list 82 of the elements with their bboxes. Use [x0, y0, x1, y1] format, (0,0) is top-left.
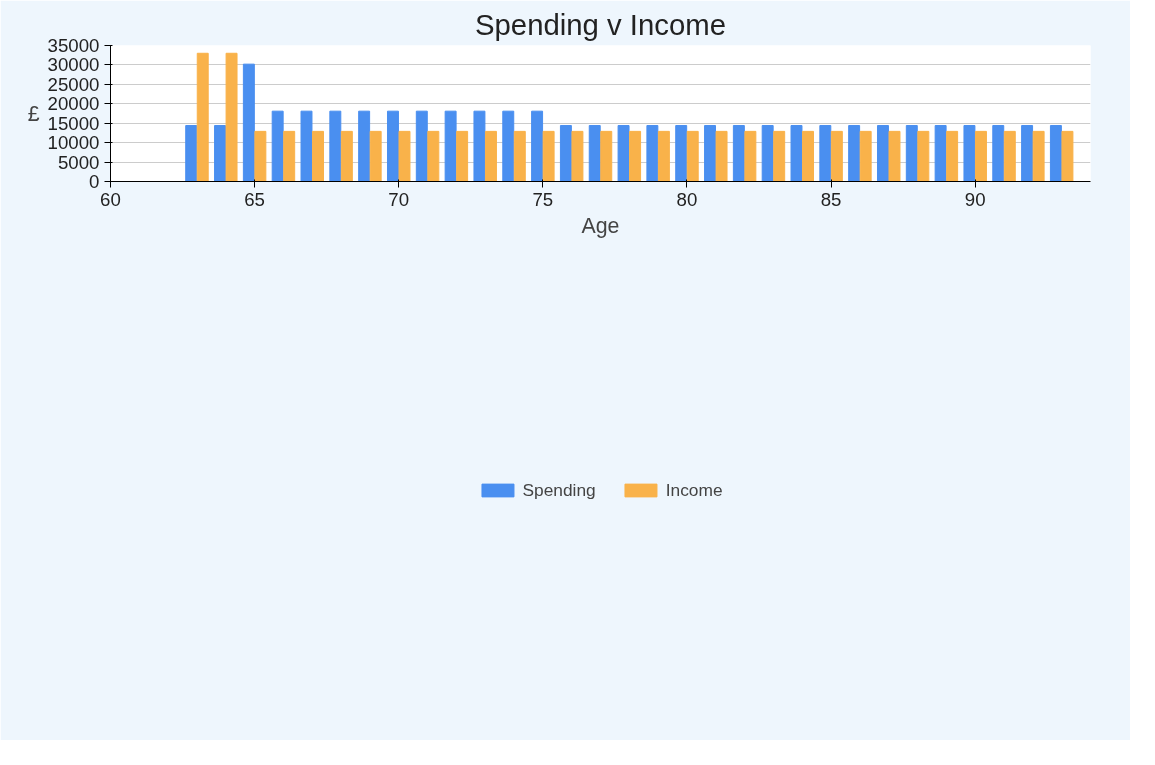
x-tick-label: 90: [964, 188, 986, 210]
bar: [1021, 125, 1034, 182]
bar: [819, 125, 832, 182]
bar: [1061, 130, 1074, 182]
x-tick-label: 75: [532, 188, 554, 210]
y-tick-label: 5000: [58, 151, 100, 173]
bar: [415, 110, 428, 182]
bar: [588, 125, 601, 182]
bar: [254, 130, 267, 182]
x-tick-label: 80: [676, 188, 698, 210]
bar: [340, 130, 353, 182]
x-tick-label: 85: [820, 188, 842, 210]
bar: [946, 130, 959, 182]
bar: [888, 130, 901, 182]
bar: [329, 110, 342, 182]
bar: [992, 125, 1005, 182]
bar: [917, 130, 930, 182]
bar: [444, 110, 457, 182]
bar: [214, 125, 227, 182]
bar: [617, 125, 630, 182]
x-axis-title: Age: [581, 213, 620, 238]
bar: [196, 52, 209, 182]
bar: [312, 130, 325, 182]
bar: [225, 52, 238, 182]
bar: [531, 110, 544, 182]
bar: [358, 110, 371, 182]
bar: [715, 130, 728, 182]
bar: [646, 125, 659, 182]
bar: [963, 125, 976, 182]
legend-label: Income: [665, 479, 723, 501]
bar: [542, 130, 555, 182]
bar: [386, 110, 399, 182]
bar: [456, 130, 469, 182]
bar: [629, 130, 642, 182]
bar: [242, 63, 255, 182]
bar: [934, 125, 947, 182]
bar: [974, 130, 987, 182]
bar: [675, 125, 688, 182]
bar: [271, 110, 284, 182]
y-tick-label: 30000: [47, 54, 100, 76]
bar: [802, 130, 815, 182]
bar: [848, 125, 861, 182]
bar: [859, 130, 872, 182]
bar: [513, 130, 526, 182]
bar: [398, 130, 411, 182]
x-tick-label: 65: [244, 188, 266, 210]
bar: [369, 130, 382, 182]
bar: [905, 125, 918, 182]
y-tick-label: 20000: [47, 93, 100, 115]
bar: [1003, 130, 1016, 182]
bar: [600, 130, 613, 182]
bar: [1049, 125, 1062, 182]
bar: [283, 130, 296, 182]
y-tick-label: 25000: [47, 73, 100, 95]
bar: [704, 125, 717, 182]
bar: [876, 125, 889, 182]
bar: [571, 130, 584, 182]
y-tick-label: 15000: [47, 112, 100, 134]
chart-title: Spending v Income: [474, 7, 727, 41]
bar: [732, 125, 745, 182]
y-tick-label: 10000: [47, 132, 100, 154]
x-tick-label: 60: [100, 188, 121, 210]
x-tick-label: 70: [388, 188, 410, 210]
bar: [559, 125, 572, 182]
bar: [773, 130, 786, 182]
y-tick-label: 0: [89, 171, 100, 192]
bar: [473, 110, 486, 182]
bar: [761, 125, 774, 182]
bar: [830, 130, 843, 182]
bar: [1032, 130, 1045, 182]
bar: [427, 130, 440, 182]
bar: [686, 130, 699, 182]
bar: [744, 130, 757, 182]
y-tick-label: 35000: [47, 35, 100, 56]
bar: [657, 130, 670, 182]
bar: [790, 125, 803, 182]
bar: [484, 130, 497, 182]
bar: [185, 125, 198, 182]
legend-label: Spending: [522, 479, 596, 501]
bar: [300, 110, 313, 182]
y-axis-title: £: [27, 101, 40, 126]
bar: [502, 110, 515, 182]
